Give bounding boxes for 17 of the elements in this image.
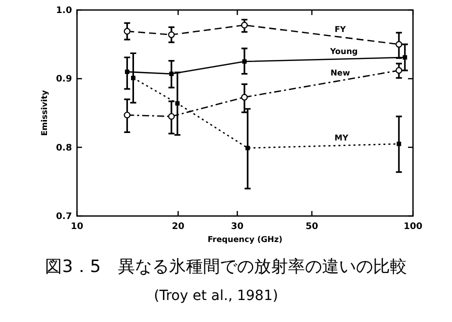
text: (Troy et al., 1981) (154, 288, 278, 304)
x-tick-label: 100 (404, 222, 422, 232)
series-label: MY (334, 133, 349, 142)
y-tick-label: 0.7 (56, 212, 72, 222)
x-axis-title: Frequency (GHz) (208, 235, 282, 244)
x-tick-label: 10 (70, 222, 84, 232)
x-tick-label: 20 (172, 222, 184, 232)
text: 図3．5 異なる氷種間での放射率の違いの比較 (45, 257, 407, 277)
y-tick-label: 1.0 (56, 6, 72, 16)
y-tick-label: 0.8 (56, 143, 72, 154)
x-tick-label: 50 (306, 222, 318, 232)
x-tick-label: 30 (231, 222, 244, 232)
series-label: Young (329, 46, 358, 56)
y-tick-label: 0.9 (56, 74, 72, 85)
series-label: New (330, 68, 351, 78)
y-axis-title: Emissivity (40, 89, 49, 136)
series-label: FY (334, 25, 346, 34)
